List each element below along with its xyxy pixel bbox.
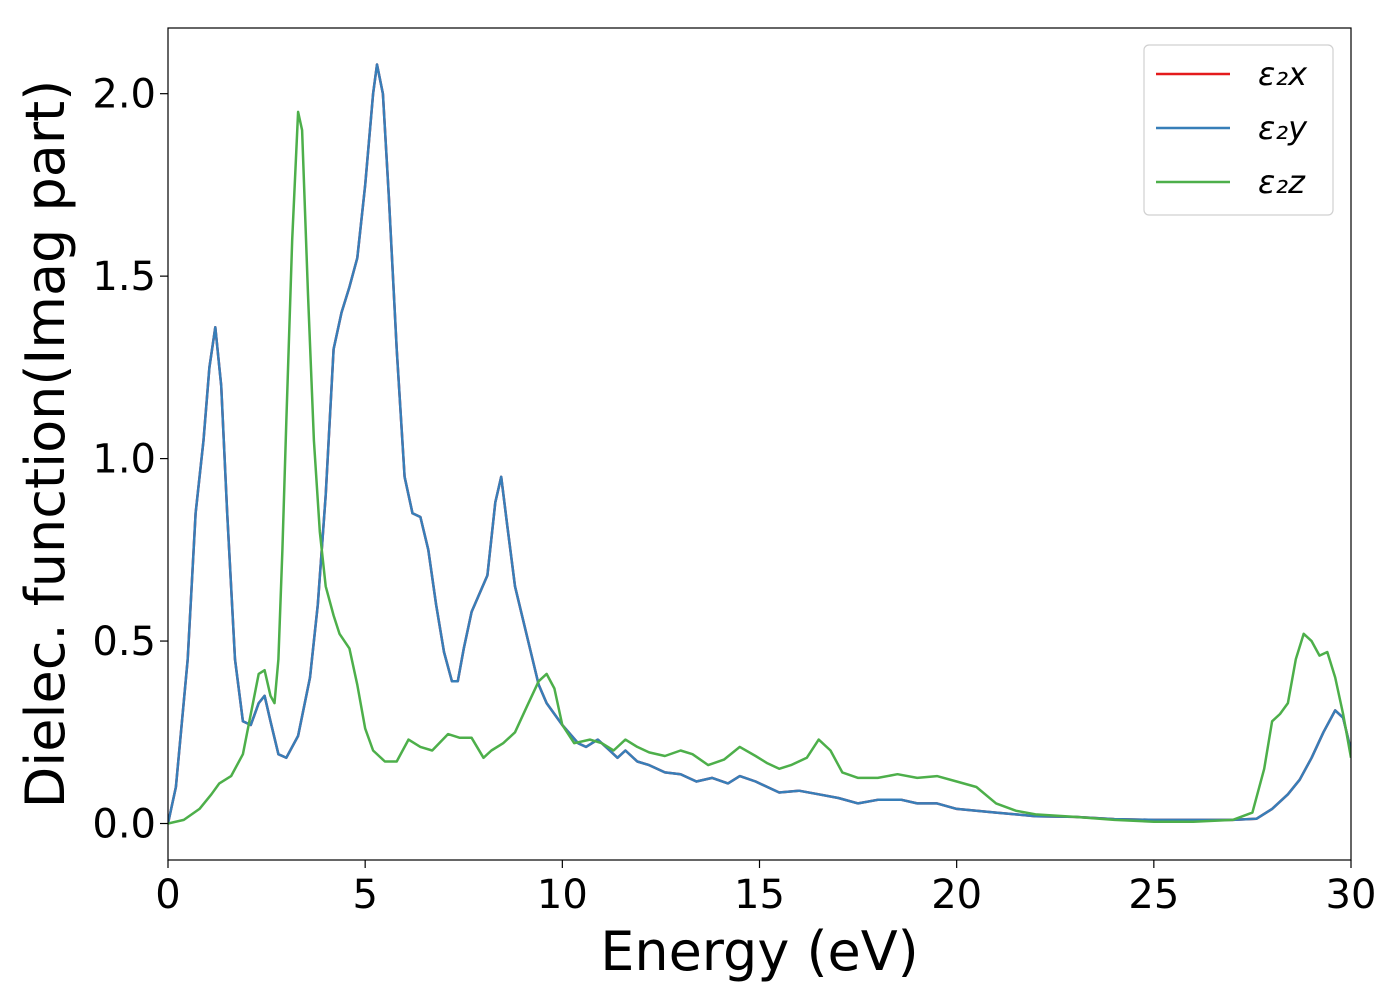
y-axis-ticks: 0.0 0.5 1.0 1.5 2.0 — [92, 72, 168, 848]
x-tick-label: 25 — [1128, 872, 1179, 918]
y-tick-label: 1.5 — [92, 254, 156, 300]
legend: ε₂x ε₂y ε₂z — [1143, 44, 1334, 216]
legend-label: ε₂x — [1258, 55, 1308, 93]
x-tick-label: 20 — [931, 872, 982, 918]
x-tick-label: 5 — [352, 872, 377, 918]
y-tick-label: 0.5 — [92, 619, 156, 665]
y-tick-label: 1.0 — [92, 437, 156, 483]
x-tick-label: 10 — [537, 872, 588, 918]
y-tick-label: 0.0 — [92, 802, 156, 848]
y-tick-label: 2.0 — [92, 72, 156, 118]
series-line-3 — [168, 110, 1351, 825]
legend-box — [1143, 44, 1334, 216]
legend-label: ε₂z — [1258, 163, 1306, 201]
series-line-2 — [168, 63, 1351, 824]
x-axis-ticks: 0 5 10 15 20 25 30 — [155, 860, 1376, 918]
x-tick-label: 30 — [1326, 872, 1377, 918]
x-tick-label: 15 — [734, 872, 785, 918]
x-tick-label: 0 — [155, 872, 180, 918]
legend-label: ε₂y — [1258, 109, 1308, 147]
x-axis-label: Energy (eV) — [600, 920, 919, 983]
series-layer — [168, 63, 1351, 825]
y-axis-label: Dielec. function(Imag part) — [14, 80, 77, 809]
